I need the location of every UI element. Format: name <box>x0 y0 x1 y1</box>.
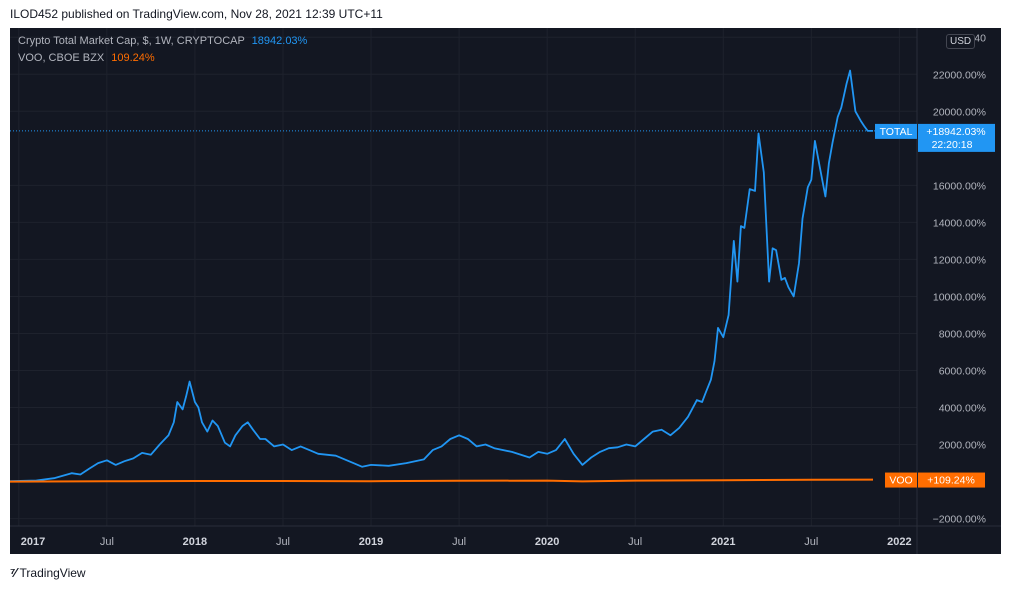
y-tick-label: 16000.00% <box>933 180 986 192</box>
x-tick-label: 2022 <box>887 536 911 548</box>
x-tick-label: 2021 <box>711 536 735 548</box>
total-value-label: +18942.03% <box>926 126 985 138</box>
y-tick-label: 10000.00% <box>933 291 986 303</box>
y-tick-label: 12000.00% <box>933 254 986 266</box>
footer: ⁷⁄ TradingView <box>10 565 86 580</box>
series-line-voo <box>10 478 874 483</box>
legend-total-value: 18942.03% <box>251 35 308 47</box>
x-tick-label: 2018 <box>183 536 207 548</box>
currency-button[interactable]: USD <box>946 34 976 49</box>
series-lines <box>10 69 917 483</box>
x-tick-label: Jul <box>452 536 466 548</box>
price-chart[interactable]: −2000.00% 2000.00% 4000.00% 6000.00% 8000.00… <box>10 28 1001 554</box>
y-tick-label: 6000.00% <box>939 365 986 377</box>
price-labels: TOTAL +18942.03%22:20:18 VOO +109.24% <box>875 123 995 488</box>
x-tick-label: Jul <box>628 536 642 548</box>
legend-total[interactable]: Crypto Total Market Cap, $, 1W, CRYPTOCA… <box>18 35 307 47</box>
x-tick-label: 2017 <box>21 536 45 548</box>
x-tick-label: 2019 <box>359 536 383 548</box>
x-tick-label: Jul <box>276 536 290 548</box>
y-tick-label: −2000.00% <box>933 514 986 526</box>
x-tick-label: 2020 <box>535 536 559 548</box>
legend-voo-label: VOO, CBOE BZX <box>18 52 105 64</box>
chart-panel[interactable]: −2000.00% 2000.00% 4000.00% 6000.00% 8000.00… <box>10 28 1001 554</box>
y-tick-label: 4000.00% <box>939 403 986 415</box>
axes: −2000.00% 2000.00% 4000.00% 6000.00% 8000.00… <box>10 28 1001 554</box>
y-tick-label: 20000.00% <box>933 106 986 118</box>
x-tick-label: Jul <box>100 536 114 548</box>
legend-voo[interactable]: VOO, CBOE BZX 109.24% <box>18 52 155 64</box>
total-countdown-label: 22:20:18 <box>932 139 973 151</box>
legend-voo-value: 109.24% <box>111 52 155 64</box>
y-tick-label: 22000.00% <box>933 69 986 81</box>
total-name-tag <box>875 123 917 139</box>
y-tick-label: 2000.00% <box>939 440 986 452</box>
grid-lines <box>10 28 917 526</box>
y-tick-label: 8000.00% <box>939 328 986 340</box>
y-tick-label: 14000.00% <box>933 217 986 229</box>
x-tick-label: Jul <box>804 536 818 548</box>
total-name-label: TOTAL <box>880 126 913 138</box>
series-line-total <box>10 69 873 483</box>
voo-value-tag <box>918 472 985 488</box>
total-value-tag <box>918 123 995 152</box>
voo-name-label: VOO <box>889 475 912 487</box>
legend-total-label: Crypto Total Market Cap, $, 1W, CRYPTOCA… <box>18 35 245 47</box>
publish-header: ILOD452 published on TradingView.com, No… <box>10 7 383 21</box>
voo-name-tag <box>885 472 917 488</box>
tradingview-logo-icon: ⁷⁄ <box>10 565 16 580</box>
voo-value-label: +109.24% <box>927 475 975 487</box>
footer-brand: TradingView <box>19 565 86 580</box>
